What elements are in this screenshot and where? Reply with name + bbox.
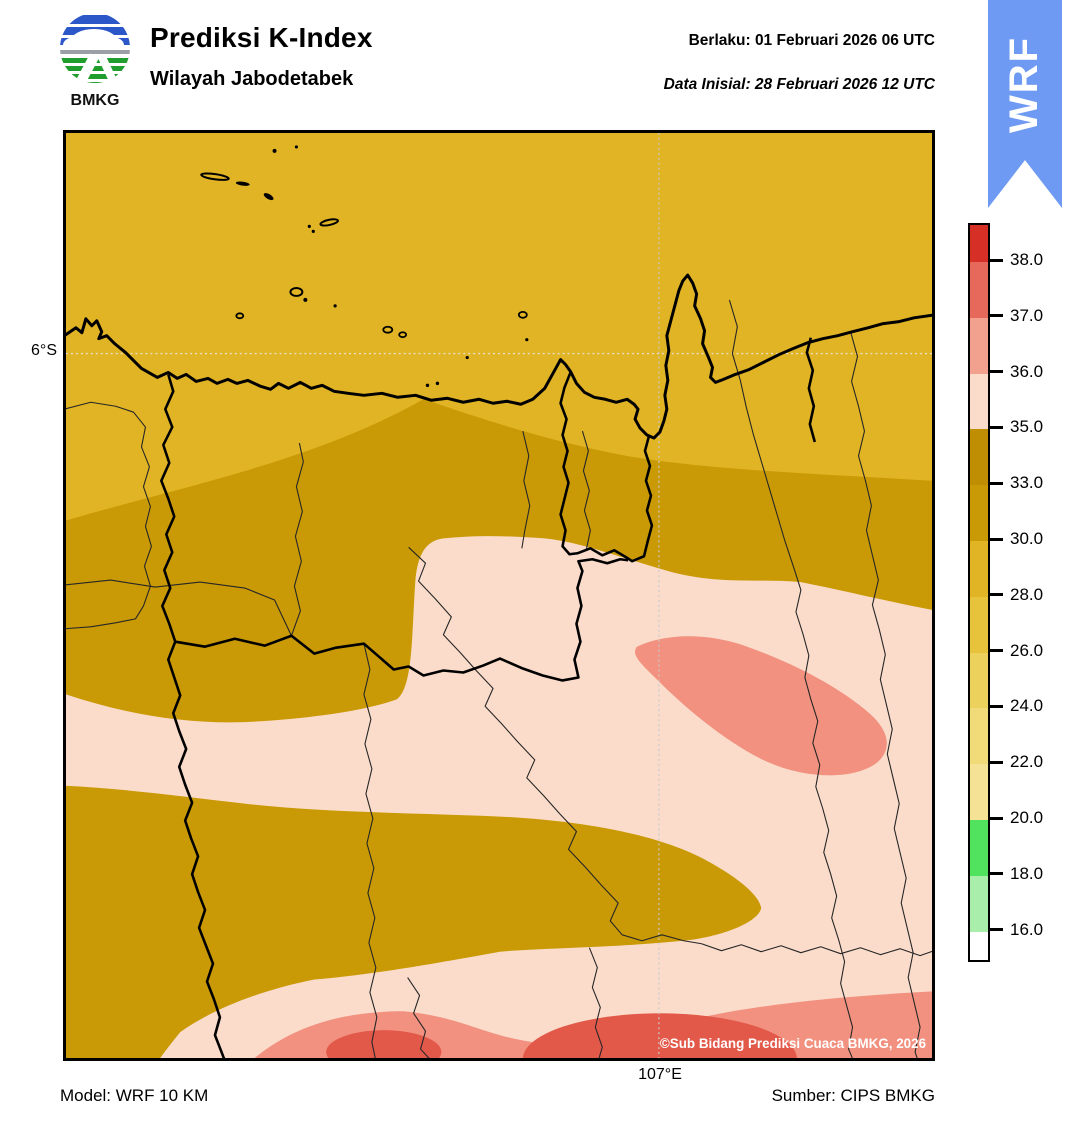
colorbar-tick-mark xyxy=(990,760,1003,764)
colorbar-segment xyxy=(970,819,988,876)
islands xyxy=(200,145,529,388)
colorbar-tick-mark xyxy=(990,537,1003,541)
colorbar-tick-label: 35.0 xyxy=(1010,417,1044,437)
colorbar-tick-mark xyxy=(990,593,1003,597)
colorbar-tick-label: 36.0 xyxy=(1010,361,1044,381)
colorbar-tick-label: 30.0 xyxy=(1010,529,1044,548)
colorbar-tick-mark xyxy=(990,314,1003,318)
colorbar-segment xyxy=(970,262,988,318)
colorbar-tick-label: 37.0 xyxy=(1010,305,1044,325)
fill-region-salmon-east xyxy=(635,636,887,776)
page-subtitle: Wilayah Jabodetabek xyxy=(150,68,354,90)
fill-region-dark-gold-south xyxy=(66,785,762,1058)
district-boundaries xyxy=(66,299,932,1058)
colorbar-tick-mark xyxy=(990,704,1003,708)
latitude-tick-label: 6°S xyxy=(31,342,57,359)
k-index-map-canvas: ©Sub Bidang Prediksi Cuaca BMKG, 2026 xyxy=(66,133,932,1058)
wrf-ribbon-label: WRF xyxy=(1002,35,1047,133)
colorbar-segment xyxy=(970,540,988,597)
colorbar-segment xyxy=(970,485,988,541)
colorbar-tick-mark xyxy=(990,258,1003,262)
colorbar-tick-mark xyxy=(990,928,1003,932)
colorbar-tick-mark xyxy=(990,872,1003,876)
colorbar-segment xyxy=(970,764,988,820)
bmkg-logo-icon: BMKG xyxy=(60,13,130,109)
province-boundaries xyxy=(160,337,817,1058)
colorbar-segment xyxy=(970,708,988,765)
k-index-map: ©Sub Bidang Prediksi Cuaca BMKG, 2026 xyxy=(63,130,935,1061)
valid-datetime: Berlaku: 01 Februari 2026 06 UTC xyxy=(688,32,935,49)
colorbar-tick-mark xyxy=(990,649,1003,653)
fill-region-red-west xyxy=(326,1030,442,1058)
colorbar-tick-label: 33.0 xyxy=(1010,473,1044,493)
model-label: Model: WRF 10 KM xyxy=(60,1086,209,1105)
colorbar-tick-label: 24.0 xyxy=(1010,696,1044,716)
wrf-model-ribbon: WRF xyxy=(988,0,1062,208)
colorbar-tick-mark xyxy=(990,481,1003,485)
colorbar-segment xyxy=(970,373,988,430)
k-index-colorbar xyxy=(968,223,990,962)
colorbar-tick-mark xyxy=(990,816,1003,820)
colorbar-segment xyxy=(970,931,988,960)
coastline xyxy=(66,273,932,440)
colorbar-tick-label: 20.0 xyxy=(1010,808,1044,827)
colorbar-tick-label: 16.0 xyxy=(1010,919,1044,939)
colorbar-tick-label: 28.0 xyxy=(1010,584,1044,604)
colorbar-tick-label: 26.0 xyxy=(1010,640,1044,660)
colorbar-tick-label: 18.0 xyxy=(1010,863,1044,883)
fill-region-red-east xyxy=(522,1013,797,1058)
colorbar-segment xyxy=(970,596,988,653)
page-title: Prediksi K-Index xyxy=(150,22,373,53)
colorbar-segment xyxy=(970,652,988,709)
colorbar-segment xyxy=(970,317,988,374)
bmkg-logo: BMKG xyxy=(52,10,138,109)
longitude-tick-label: 107°E xyxy=(638,1066,682,1083)
source-label: Sumber: CIPS BMKG xyxy=(771,1086,935,1105)
colorbar-segment xyxy=(970,429,988,486)
colorbar-segment xyxy=(970,875,988,932)
colorbar-tick-mark xyxy=(990,370,1003,374)
colorbar-tick-label: 38.0 xyxy=(1010,250,1044,269)
bmkg-logo-text: BMKG xyxy=(71,92,120,108)
colorbar-segment xyxy=(970,225,988,262)
initial-data-datetime: Data Inisial: 28 Februari 2026 12 UTC xyxy=(663,76,935,93)
colorbar-tick-mark xyxy=(990,425,1003,429)
colorbar-tick-label: 22.0 xyxy=(1010,752,1044,772)
map-copyright: ©Sub Bidang Prediksi Cuaca BMKG, 2026 xyxy=(660,1036,926,1051)
